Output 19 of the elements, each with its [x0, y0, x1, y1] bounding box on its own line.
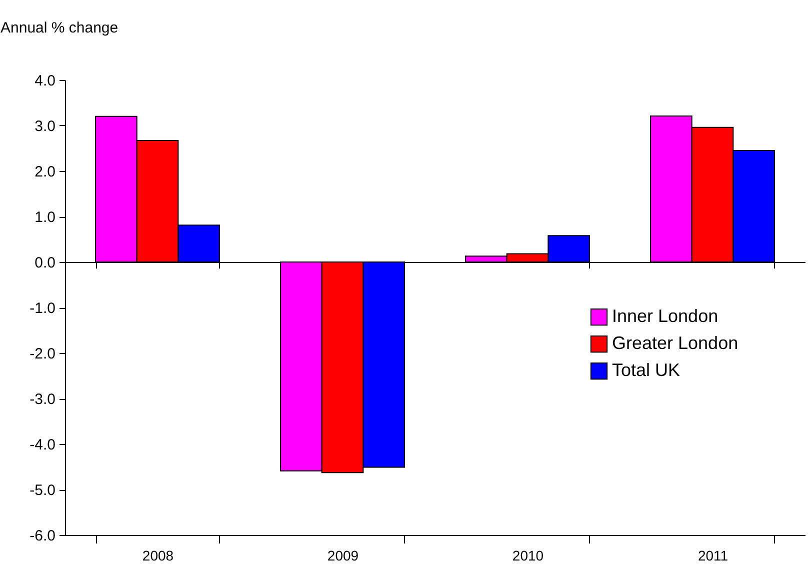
y-tick-label: 3.0: [34, 118, 56, 135]
x-tick-label: 2008: [142, 548, 174, 564]
x-tick-label: 2011: [698, 548, 728, 564]
y-tick-label: -2.0: [30, 346, 56, 362]
y-tick-label: 4.0: [34, 72, 56, 90]
legend-label: Greater London: [612, 333, 738, 353]
y-tick-label: 2.0: [34, 164, 56, 180]
y-tick-label: -4.0: [30, 436, 56, 454]
y-tick-label: -5.0: [30, 482, 56, 499]
legend-label: Inner London: [612, 306, 718, 326]
y-axis-title: Annual % change: [0, 20, 118, 36]
x-tick-label: 2010: [512, 548, 544, 564]
y-tick-label: -6.0: [30, 528, 56, 544]
y-tick-label: -3.0: [30, 391, 56, 408]
x-tick-label: 2009: [327, 548, 359, 564]
y-tick-label: 0.0: [34, 254, 56, 272]
y-tick-label: 1.0: [34, 209, 56, 226]
legend-label: Total UK: [612, 360, 680, 380]
y-tick-label: -1.0: [30, 300, 56, 317]
